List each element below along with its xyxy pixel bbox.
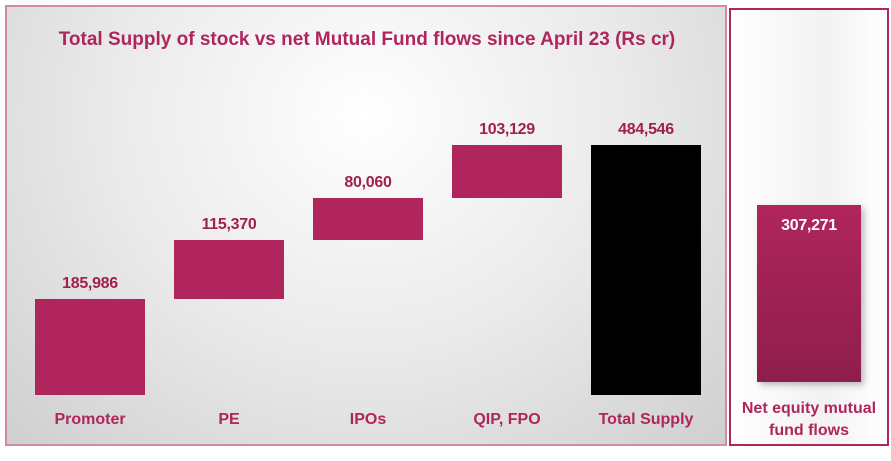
x-tick-label: Net equity mutual fund flows [741,400,877,439]
x-tick-label: IPOs [349,411,387,428]
data-label: 185,986 [62,275,118,293]
mf-flows-chart-panel: 307,271 Net equity mutual fund flows [729,8,889,446]
data-label: 80,060 [344,174,392,192]
x-tick-label: Promoter [54,411,126,428]
data-label: 484,546 [618,121,674,138]
bar-ipos [313,198,423,240]
x-tick-label: QIP, FPO [473,411,541,428]
data-label: 115,370 [201,215,257,233]
chart-title: Total Supply of stock vs net Mutual Fund… [58,29,676,50]
data-label: 307,271 [781,217,837,234]
bar-pe [174,239,284,300]
x-tick-label: Total Supply [598,411,694,428]
supply-chart-panel: Total Supply of stock vs net Mutual Fund… [5,5,727,446]
bar-qip-fpo [452,145,562,199]
bar-promoter [35,299,145,395]
bar-total-supply [591,145,701,395]
bar-net-equity-mf-flows [757,205,861,382]
x-tick-label: PE [218,411,240,428]
data-label: 103,129 [479,121,535,138]
